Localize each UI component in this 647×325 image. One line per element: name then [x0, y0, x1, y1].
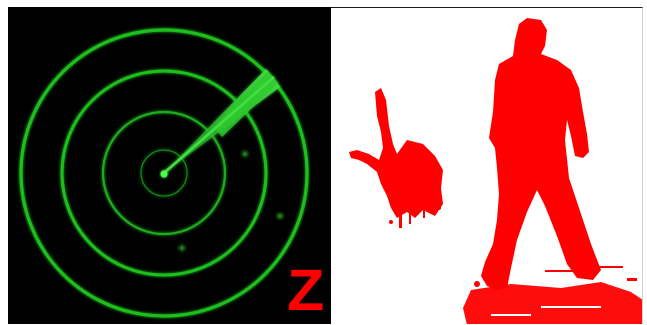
zombie-silhouette-icon	[481, 18, 601, 290]
radar-blip-icon	[274, 210, 286, 222]
radar-ring-3	[60, 69, 268, 277]
silhouette-panel	[331, 7, 643, 324]
radar-panel: Z	[8, 7, 331, 324]
radar-blip-icon	[176, 242, 188, 254]
silhouette-art	[349, 18, 642, 324]
radar-blip-icon	[239, 148, 251, 160]
radar-icon	[19, 28, 309, 318]
radar-ring-2	[101, 110, 227, 236]
zombie-letter-z-icon: Z	[286, 258, 324, 323]
radar-center-dot	[160, 170, 168, 178]
radar-ring-outer	[19, 28, 309, 318]
bloody-handprint-icon	[349, 88, 443, 228]
blood-splatter-icon	[463, 266, 642, 324]
radar-ring-inner	[140, 149, 188, 197]
radar-sweep-icon	[163, 69, 280, 174]
